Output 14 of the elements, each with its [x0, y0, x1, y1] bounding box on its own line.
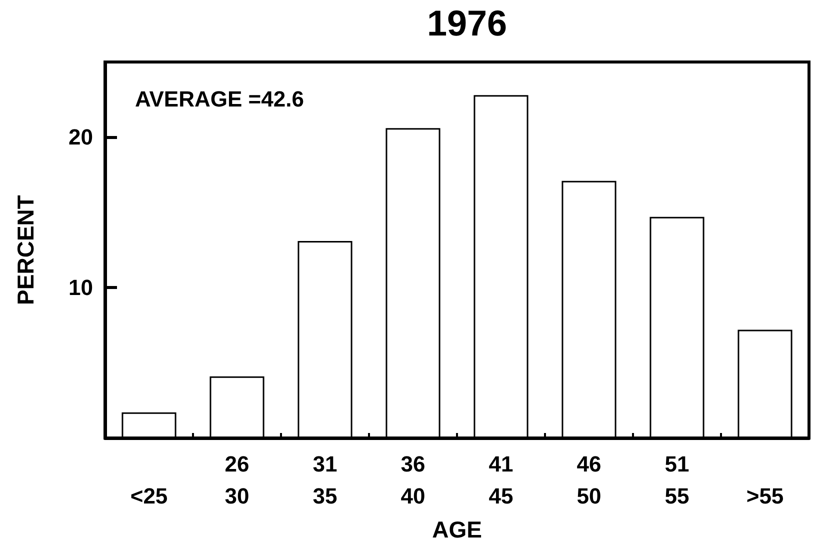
x-tick-label: >55 [746, 484, 784, 508]
x-tick-label: 36 40 [400, 452, 426, 508]
y-axis-title: PERCENT [12, 195, 38, 305]
x-tick-label: 51 55 [664, 452, 690, 508]
y-tick-label: 20 [68, 124, 93, 150]
x-tick-label: 31 35 [312, 452, 338, 508]
y-tick-label: 10 [68, 275, 93, 300]
x-tick-label: 46 50 [576, 452, 602, 508]
annotation: AVERAGE =42.6 [135, 86, 304, 112]
x-tick-label: <25 [130, 484, 168, 508]
x-tick-label: 26 30 [224, 452, 250, 508]
x-tick-label: 41 45 [488, 452, 514, 508]
x-axis-title: AGE [432, 516, 482, 542]
chart-title: 1976 [426, 2, 508, 44]
